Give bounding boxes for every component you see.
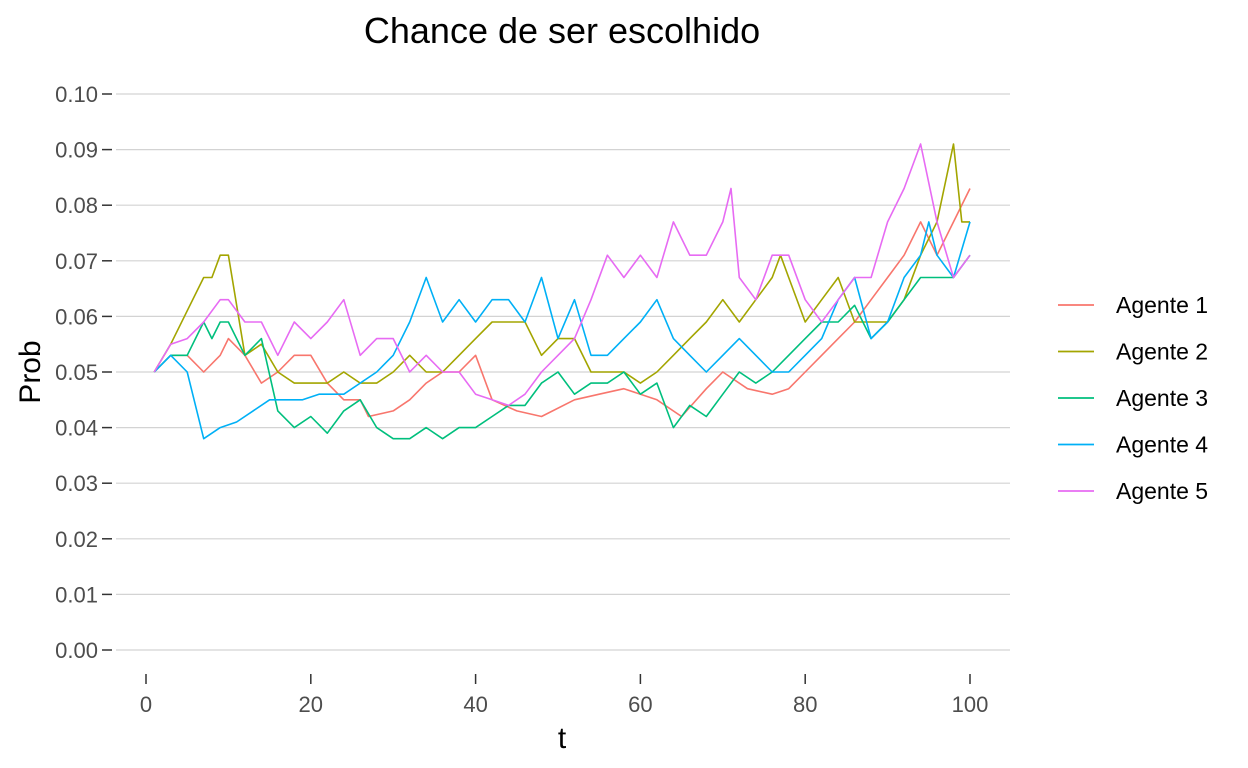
series-line-agente-5	[153, 143, 971, 407]
legend-label-agente-4: Agente 4	[1116, 432, 1208, 458]
y-tick-label: 0.02	[55, 527, 98, 552]
y-tick-label: 0.09	[55, 138, 98, 163]
x-tick-label: 80	[793, 692, 817, 717]
y-tick-label: 0.04	[55, 416, 98, 441]
y-tick-label: 0.05	[55, 360, 98, 385]
legend: Agente 1 Agente 2 Agente 3 Agente 4 Agente 5	[1058, 292, 1208, 504]
chart-title: Chance de ser escolhido	[364, 10, 760, 51]
series-line-agente-3	[153, 254, 971, 440]
y-tick-label: 0.01	[55, 582, 98, 607]
x-axis-title: t	[558, 722, 567, 755]
x-tick-label: 0	[140, 692, 152, 717]
x-tick-label: 20	[299, 692, 323, 717]
y-tick-label: 0.00	[55, 638, 98, 663]
series-lines	[153, 143, 971, 440]
legend-label-agente-3: Agente 3	[1116, 385, 1208, 411]
y-axis-title: Prob	[14, 340, 47, 403]
y-tick-label: 0.08	[55, 193, 98, 218]
y-tick-label: 0.03	[55, 471, 98, 496]
series-line-agente-2	[153, 143, 970, 384]
legend-label-agente-2: Agente 2	[1116, 339, 1208, 365]
x-tick-label: 40	[463, 692, 487, 717]
legend-label-agente-1: Agente 1	[1116, 292, 1208, 318]
series-line-agente-1	[153, 188, 971, 418]
legend-label-agente-5: Agente 5	[1116, 478, 1208, 504]
y-tick-label: 0.07	[55, 249, 98, 274]
x-tick-label: 60	[628, 692, 652, 717]
y-tick-label: 0.06	[55, 304, 98, 329]
x-tick-label: 100	[952, 692, 989, 717]
gridlines	[116, 93, 1010, 651]
axis-ticks: 0.00 0.01 0.02 0.03 0.04 0.05 0.06 0.07 0.08 0.09…	[55, 82, 988, 717]
y-tick-label: 0.10	[55, 82, 98, 107]
